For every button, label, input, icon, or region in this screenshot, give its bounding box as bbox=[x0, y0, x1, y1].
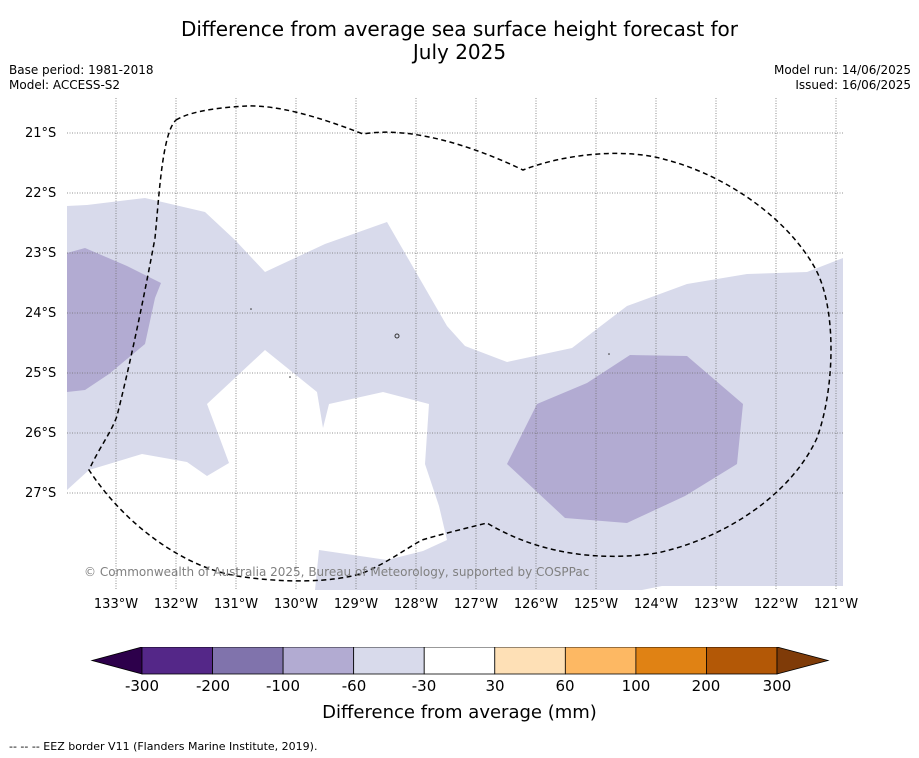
colorbar-segment bbox=[564, 647, 637, 675]
colorbar-segment bbox=[706, 647, 778, 675]
metadata-right: Model run: 14/06/2025 Issued: 16/06/2025 bbox=[774, 63, 911, 93]
metadata-left: Base period: 1981-2018 Model: ACCESS-S2 bbox=[9, 63, 154, 93]
lat-label: 27°S bbox=[25, 486, 57, 501]
colorbar-extend-high bbox=[776, 647, 830, 675]
anomaly-region-dark-west bbox=[67, 248, 161, 392]
copyright-text: © Commonwealth of Australia 2025, Bureau… bbox=[84, 565, 590, 579]
island-marker bbox=[394, 333, 400, 339]
lon-label: 121°W bbox=[813, 597, 859, 612]
colorbar-segment bbox=[353, 647, 425, 675]
lat-label: 24°S bbox=[25, 306, 57, 321]
colorbar-tick: -300 bbox=[124, 677, 160, 695]
island-marker bbox=[608, 353, 610, 355]
issued-text: Issued: 16/06/2025 bbox=[795, 78, 911, 92]
colorbar-tick: 60 bbox=[555, 677, 575, 695]
colorbar-segment bbox=[282, 647, 355, 675]
colorbar-segment bbox=[635, 647, 707, 675]
eez-legend-note: -- -- -- EEZ border V11 (Flanders Marine… bbox=[9, 740, 318, 753]
lat-label: 25°S bbox=[25, 366, 57, 381]
island-marker bbox=[250, 308, 252, 310]
lon-label: 122°W bbox=[753, 597, 799, 612]
colorbar-tick: -100 bbox=[265, 677, 301, 695]
colorbar-segment bbox=[212, 647, 284, 675]
anomaly-region-dark-east bbox=[507, 355, 743, 523]
base-period-text: Base period: 1981-2018 bbox=[9, 63, 154, 77]
island-marker bbox=[289, 376, 291, 378]
colorbar-extend-low bbox=[90, 647, 143, 675]
lon-label: 127°W bbox=[453, 597, 499, 612]
chart-title: Difference from average sea surface heig… bbox=[0, 18, 919, 64]
graticule bbox=[67, 98, 843, 590]
lon-label: 131°W bbox=[213, 597, 259, 612]
colorbar-tick: 100 bbox=[621, 677, 651, 695]
lat-label: 22°S bbox=[25, 186, 57, 201]
colorbar-tick: 30 bbox=[485, 677, 505, 695]
model-text: Model: ACCESS-S2 bbox=[9, 78, 121, 92]
model-run-text: Model run: 14/06/2025 bbox=[773, 63, 911, 77]
colorbar-segment bbox=[423, 647, 496, 675]
colorbar-segment bbox=[494, 647, 566, 675]
lon-label: 125°W bbox=[573, 597, 619, 612]
lat-label: 21°S bbox=[25, 126, 57, 141]
lon-label: 126°W bbox=[513, 597, 559, 612]
title-line-2: July 2025 bbox=[412, 40, 507, 64]
lon-label: 123°W bbox=[693, 597, 739, 612]
colorbar-label: Difference from average (mm) bbox=[322, 702, 597, 723]
map-panel bbox=[67, 98, 843, 590]
eez-border bbox=[88, 105, 832, 582]
lon-label: 128°W bbox=[393, 597, 439, 612]
colorbar-tick: 200 bbox=[691, 677, 721, 695]
lon-label: 130°W bbox=[273, 597, 319, 612]
lon-label: 133°W bbox=[93, 597, 139, 612]
lon-label: 132°W bbox=[153, 597, 199, 612]
colorbar-tick: 300 bbox=[762, 677, 792, 695]
colorbar-segment bbox=[141, 647, 213, 675]
colorbar-tick: -60 bbox=[341, 677, 367, 695]
colorbar-tick: -30 bbox=[411, 677, 437, 695]
colorbar bbox=[90, 647, 830, 675]
colorbar-tick: -200 bbox=[195, 677, 231, 695]
lon-label: 124°W bbox=[633, 597, 679, 612]
lon-label: 129°W bbox=[333, 597, 379, 612]
title-line-1: Difference from average sea surface heig… bbox=[180, 17, 739, 41]
lat-label: 23°S bbox=[25, 246, 57, 261]
lat-label: 26°S bbox=[25, 426, 57, 441]
